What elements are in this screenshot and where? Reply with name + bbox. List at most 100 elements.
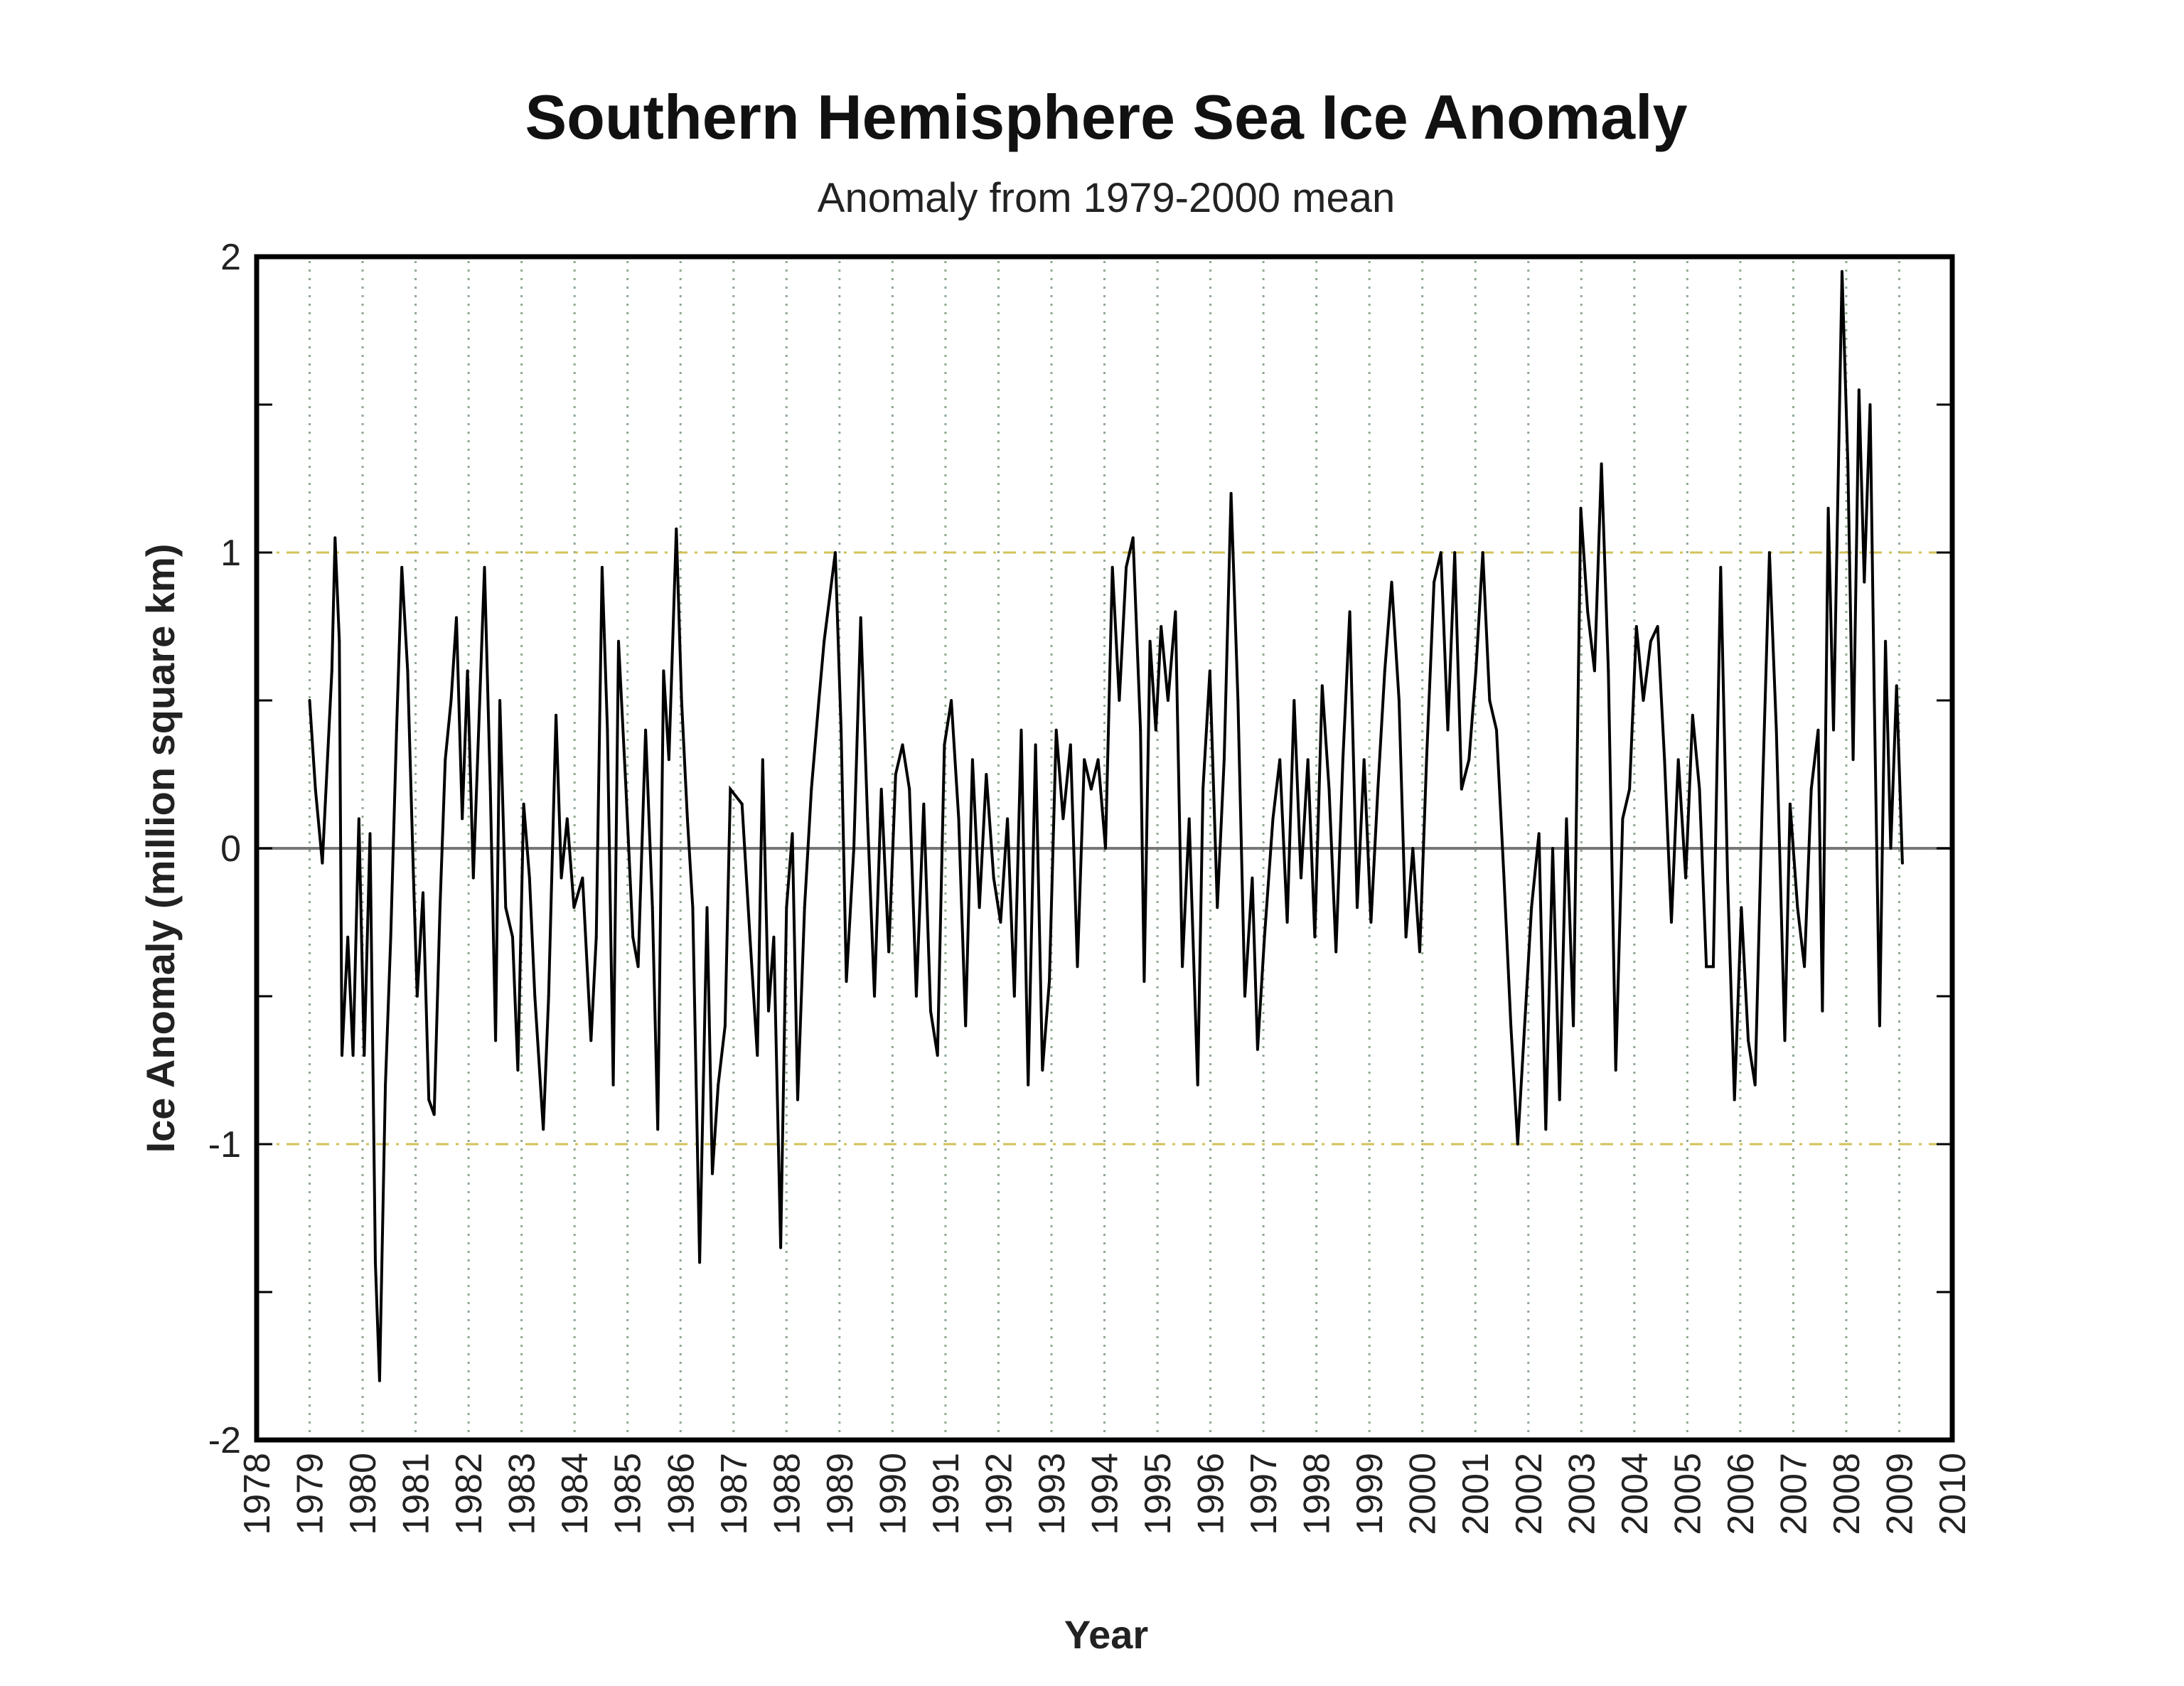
data-point (510, 935, 514, 939)
data-point (662, 669, 665, 673)
data-point (1816, 728, 1820, 732)
data-point (572, 906, 576, 909)
data-point (1740, 906, 1743, 909)
data-point (1551, 847, 1555, 850)
data-point (810, 787, 813, 791)
data-point (1148, 639, 1152, 643)
x-tick-label: 2004 (1615, 1453, 1656, 1535)
data-point (547, 995, 550, 998)
data-point (1047, 980, 1051, 983)
data-point (1446, 728, 1450, 732)
data-point (1565, 817, 1568, 821)
data-point (1698, 787, 1701, 791)
data-point (1634, 625, 1638, 628)
data-point (1160, 625, 1163, 628)
data-point (1083, 758, 1086, 762)
data-point (1300, 876, 1303, 880)
data-point (1369, 921, 1373, 924)
data-point (698, 1261, 702, 1264)
data-point (1425, 758, 1428, 762)
x-tick-label: 2009 (1879, 1453, 1920, 1535)
data-point (1774, 728, 1778, 732)
data-point (796, 1098, 799, 1101)
y-tick-label: 1 (220, 533, 241, 574)
data-point (1006, 817, 1010, 821)
data-point (1821, 1009, 1824, 1013)
data-point (589, 1039, 593, 1042)
data-point (1418, 950, 1421, 954)
data-point (1154, 728, 1157, 732)
x-tick-label: 1979 (290, 1453, 331, 1535)
data-point (1243, 995, 1247, 998)
data-point (368, 832, 372, 836)
data-point (1271, 817, 1275, 821)
data-point (957, 817, 960, 821)
data-point (1809, 787, 1813, 791)
x-tick-label: 2002 (1509, 1453, 1550, 1535)
data-point (1061, 817, 1065, 821)
data-point (1460, 787, 1463, 791)
data-point (449, 699, 453, 702)
x-tick-label: 1985 (608, 1453, 649, 1535)
data-point (970, 758, 974, 762)
data-point (1747, 1039, 1750, 1042)
data-point (1292, 699, 1296, 702)
data-point (1341, 758, 1344, 762)
data-point (791, 832, 794, 836)
data-point (1118, 699, 1121, 702)
data-point (1125, 565, 1128, 569)
data-point (859, 616, 862, 619)
data-point (1558, 1098, 1561, 1101)
data-point (378, 1379, 381, 1382)
data-point (373, 1261, 377, 1264)
data-point (1110, 565, 1114, 569)
data-point (1495, 728, 1499, 732)
data-point (346, 935, 350, 939)
data-point (1411, 847, 1415, 850)
data-point (454, 616, 458, 619)
data-point (680, 699, 683, 702)
data-point (1201, 787, 1205, 791)
data-point (1530, 906, 1533, 909)
data-point (1313, 935, 1317, 939)
data-point (817, 699, 820, 702)
data-point (333, 536, 337, 540)
x-tick-label: 1990 (872, 1453, 914, 1535)
data-point (338, 639, 341, 643)
data-point (1544, 1128, 1548, 1131)
y-tick-label: -2 (208, 1420, 241, 1461)
data-point (685, 817, 689, 821)
x-tick-label: 1983 (502, 1453, 543, 1535)
data-point (964, 1024, 968, 1028)
data-point (384, 1083, 387, 1087)
x-tick-label: 1989 (820, 1453, 861, 1535)
x-tick-label: 2001 (1455, 1453, 1497, 1535)
x-tick-label: 1986 (660, 1453, 702, 1535)
data-point (606, 728, 609, 732)
data-point (466, 669, 469, 673)
data-point (560, 876, 563, 880)
data-point (1895, 684, 1898, 688)
data-point (1089, 787, 1093, 791)
data-point (1753, 1083, 1757, 1087)
data-point (992, 876, 995, 880)
data-point (617, 639, 621, 643)
data-point (400, 565, 404, 569)
data-point (494, 1039, 498, 1042)
data-point (444, 758, 447, 762)
data-point (1600, 462, 1603, 466)
data-point (498, 699, 502, 702)
data-point (488, 787, 492, 791)
data-point (1174, 610, 1177, 614)
data-point (717, 1083, 720, 1087)
data-point (351, 1054, 355, 1057)
data-point (1285, 921, 1289, 924)
data-point (1103, 847, 1107, 850)
data-point (624, 787, 628, 791)
data-point (415, 995, 419, 998)
data-point (1889, 847, 1893, 850)
data-point (803, 906, 806, 909)
data-point (1669, 921, 1673, 924)
data-point (779, 1246, 783, 1249)
